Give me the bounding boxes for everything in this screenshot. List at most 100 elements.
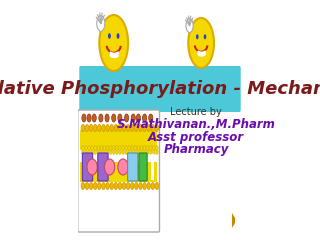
Circle shape xyxy=(131,145,133,150)
Circle shape xyxy=(100,150,103,155)
Circle shape xyxy=(109,145,112,150)
Circle shape xyxy=(99,15,128,71)
Circle shape xyxy=(119,150,121,155)
FancyBboxPatch shape xyxy=(82,153,93,181)
Circle shape xyxy=(149,150,152,155)
Circle shape xyxy=(196,34,198,39)
Circle shape xyxy=(88,150,90,155)
Circle shape xyxy=(99,114,103,122)
Circle shape xyxy=(97,16,105,31)
Bar xyxy=(147,154,148,180)
Circle shape xyxy=(108,33,111,39)
Circle shape xyxy=(137,150,140,155)
Circle shape xyxy=(140,150,143,155)
Circle shape xyxy=(85,150,87,155)
Circle shape xyxy=(81,125,85,132)
Circle shape xyxy=(85,182,89,190)
Circle shape xyxy=(143,150,146,155)
Circle shape xyxy=(118,182,122,190)
Circle shape xyxy=(156,150,158,155)
Circle shape xyxy=(98,125,101,132)
Circle shape xyxy=(156,145,158,150)
Circle shape xyxy=(85,125,89,132)
Circle shape xyxy=(134,150,137,155)
Circle shape xyxy=(94,150,97,155)
Circle shape xyxy=(147,182,150,190)
Circle shape xyxy=(114,182,117,190)
Circle shape xyxy=(153,145,155,150)
Ellipse shape xyxy=(87,159,97,175)
Circle shape xyxy=(134,125,138,132)
Bar xyxy=(80,162,157,172)
Circle shape xyxy=(114,125,117,132)
Text: Lecture by: Lecture by xyxy=(170,107,222,117)
FancyBboxPatch shape xyxy=(128,153,138,181)
FancyBboxPatch shape xyxy=(139,153,147,181)
Circle shape xyxy=(147,125,150,132)
Circle shape xyxy=(102,125,105,132)
Circle shape xyxy=(131,114,135,122)
Circle shape xyxy=(82,145,84,150)
Circle shape xyxy=(142,114,147,122)
Circle shape xyxy=(131,125,134,132)
Circle shape xyxy=(116,33,119,39)
FancyBboxPatch shape xyxy=(79,66,241,112)
Circle shape xyxy=(126,182,130,190)
Circle shape xyxy=(89,182,93,190)
Circle shape xyxy=(100,145,103,150)
Circle shape xyxy=(91,150,93,155)
Circle shape xyxy=(110,125,114,132)
Circle shape xyxy=(122,125,126,132)
Circle shape xyxy=(119,145,121,150)
Circle shape xyxy=(87,114,91,122)
Circle shape xyxy=(131,182,134,190)
Bar xyxy=(153,154,154,180)
Text: Asst professor: Asst professor xyxy=(148,131,244,144)
Circle shape xyxy=(103,150,106,155)
Circle shape xyxy=(125,145,127,150)
Circle shape xyxy=(204,34,206,39)
Circle shape xyxy=(139,182,142,190)
Circle shape xyxy=(109,150,112,155)
Circle shape xyxy=(143,182,146,190)
Circle shape xyxy=(140,145,143,150)
Circle shape xyxy=(155,182,159,190)
Circle shape xyxy=(94,145,97,150)
Polygon shape xyxy=(232,213,235,228)
Circle shape xyxy=(151,182,155,190)
FancyBboxPatch shape xyxy=(98,153,108,181)
Circle shape xyxy=(97,145,100,150)
Circle shape xyxy=(143,125,146,132)
Circle shape xyxy=(128,145,131,150)
Circle shape xyxy=(92,114,96,122)
Circle shape xyxy=(103,145,106,150)
Circle shape xyxy=(106,150,109,155)
Circle shape xyxy=(155,125,159,132)
Circle shape xyxy=(102,182,105,190)
Circle shape xyxy=(136,114,140,122)
Circle shape xyxy=(110,182,114,190)
Circle shape xyxy=(106,145,109,150)
Text: S.Mathivanan.,M.Pharm: S.Mathivanan.,M.Pharm xyxy=(116,119,276,132)
Bar xyxy=(80,140,157,150)
Circle shape xyxy=(91,145,93,150)
Circle shape xyxy=(128,150,131,155)
Circle shape xyxy=(134,145,137,150)
Circle shape xyxy=(139,125,142,132)
Circle shape xyxy=(112,114,116,122)
Circle shape xyxy=(122,145,124,150)
Circle shape xyxy=(112,150,115,155)
Circle shape xyxy=(149,145,152,150)
Circle shape xyxy=(146,145,149,150)
Circle shape xyxy=(93,125,97,132)
Circle shape xyxy=(98,182,101,190)
Circle shape xyxy=(106,125,109,132)
Circle shape xyxy=(151,125,155,132)
Circle shape xyxy=(118,114,122,122)
Circle shape xyxy=(122,150,124,155)
Circle shape xyxy=(122,182,126,190)
Circle shape xyxy=(126,125,130,132)
Bar xyxy=(152,154,153,180)
Ellipse shape xyxy=(118,159,128,175)
Circle shape xyxy=(97,150,100,155)
